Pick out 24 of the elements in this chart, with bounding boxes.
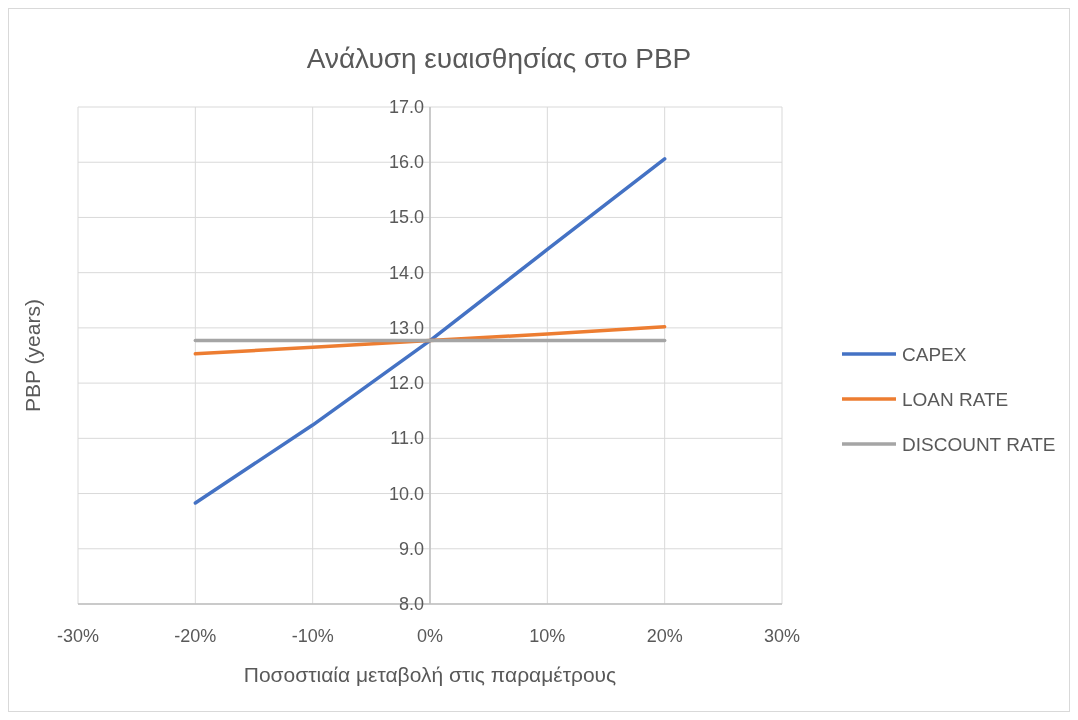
legend-label: DISCOUNT RATE [902,434,1056,455]
y-tick-label: 10.0 [388,483,424,504]
x-tick-label: 20% [646,626,683,646]
y-tick-label: 11.0 [390,428,424,449]
x-tick-label: -20% [174,626,217,646]
x-axis-title: Ποσοστιαία μεταβολή στις παραμέτρους [243,663,617,686]
x-tick-label: 0% [416,626,444,646]
x-tick-label: -30% [56,626,100,646]
y-tick-label: 14.0 [388,262,424,283]
chart-title: Ανάλυση ευαισθησίας στο PBP [306,43,692,74]
y-tick-label: 15.0 [388,207,424,228]
legend-label: LOAN RATE [902,389,1009,410]
legend-label: CAPEX [902,344,967,365]
x-tick-label: 10% [529,626,566,646]
y-tick-label: 9.0 [398,538,424,559]
y-tick-label: 17.0 [388,97,424,117]
y-tick-label: 12.0 [388,373,424,394]
x-tick-label: 30% [763,626,801,646]
y-tick-label: 16.0 [388,152,424,173]
line-series [193,157,667,505]
x-tick-label: -10% [291,626,334,646]
y-axis-title: PBP (years) [21,299,44,412]
y-tick-label: 13.0 [388,317,424,338]
y-tick-label: 8.0 [398,594,424,614]
